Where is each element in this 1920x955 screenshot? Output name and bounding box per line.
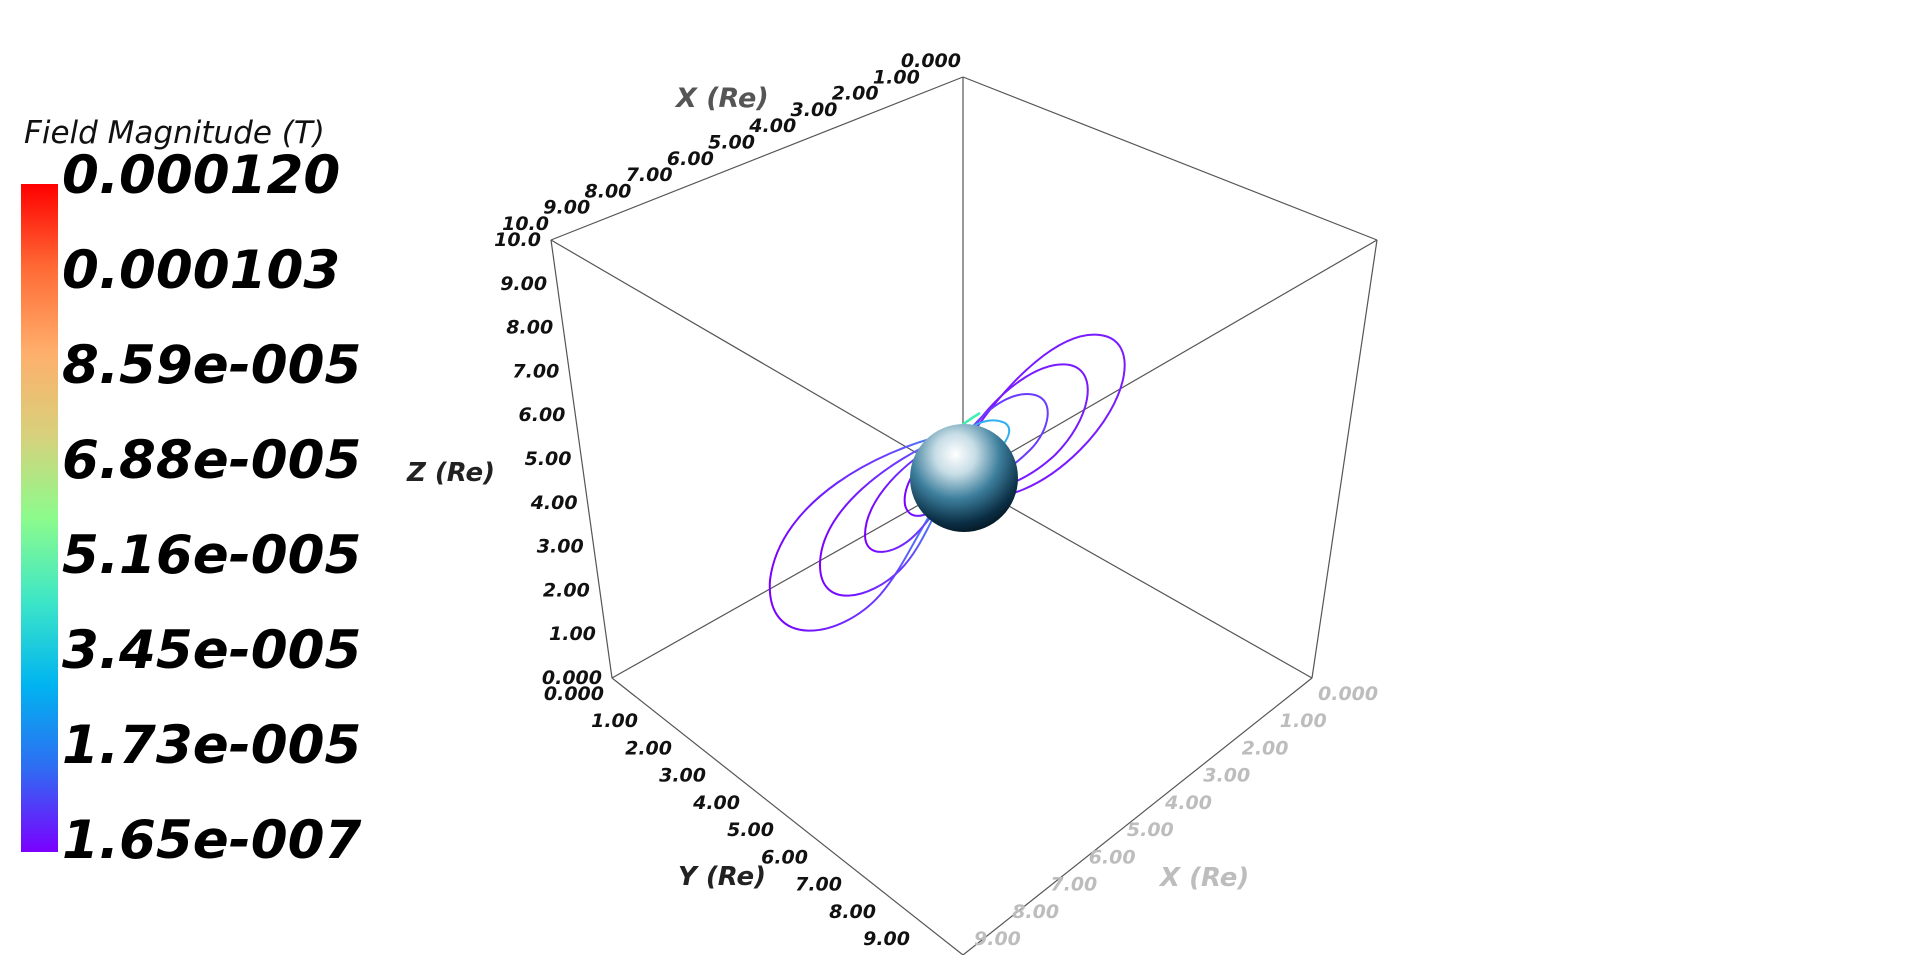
colorbar-label: 6.88e-005 <box>62 430 361 491</box>
y-axis-ticks: 0.000 1.00 2.00 3.00 4.00 5.00 6.00 7.00 8.00 9.0… <box>544 683 910 950</box>
tick-label: 1.00 <box>549 623 596 645</box>
colorbar-gradient <box>21 184 58 852</box>
earth-sphere <box>910 424 1018 532</box>
colorbar-label: 0.000103 <box>62 240 340 301</box>
tick-label: 6.00 <box>519 404 566 426</box>
tick-label: 6.00 <box>761 846 808 868</box>
tick-label: 5.00 <box>708 132 755 154</box>
tick-label: 6.00 <box>667 148 714 170</box>
tick-label: 0.000 <box>544 683 604 705</box>
field-line <box>818 436 961 597</box>
tick-label: 2.00 <box>543 579 590 601</box>
x-axis-back-title: X (Re) <box>674 83 769 114</box>
tick-label: 9.00 <box>863 928 910 950</box>
box-edge <box>550 76 964 241</box>
z-axis-title: Z (Re) <box>406 458 495 488</box>
tick-label: 10.0 <box>502 213 549 235</box>
colorbar-label: 5.16e-005 <box>62 525 361 586</box>
tick-label: 1.00 <box>591 710 638 732</box>
tick-label: 8.00 <box>829 901 876 923</box>
field-line <box>768 434 963 632</box>
tick-label: 1.00 <box>873 66 920 88</box>
bounding-box <box>550 76 1378 955</box>
tick-label: 7.00 <box>626 164 673 186</box>
tick-label: 1.00 <box>1280 710 1327 732</box>
field-line <box>971 363 1089 491</box>
tick-label: 9.00 <box>543 197 590 219</box>
z-axis-ticks: 0.000 1.00 2.00 3.00 4.00 5.00 6.00 7.00 8.00 9.0… <box>494 229 602 689</box>
tick-label: 2.00 <box>832 83 879 105</box>
box-edge <box>550 239 964 481</box>
tick-label: 3.00 <box>1203 765 1250 787</box>
box-edge <box>611 677 964 955</box>
tick-label: 4.00 <box>1164 792 1212 814</box>
x-axis-back-ticks: 0.0001.002.003.004.005.006.007.008.009.0… <box>502 50 961 235</box>
tick-label: 3.00 <box>659 765 706 787</box>
field-line <box>974 333 1126 498</box>
box-edge <box>962 239 1378 481</box>
tick-label: 0.000 <box>901 50 961 72</box>
colorbar-label: 0.000120 <box>62 145 340 206</box>
tick-label: 9.00 <box>500 273 547 295</box>
box-edge <box>550 239 613 679</box>
tick-label: 5.00 <box>525 448 572 470</box>
x-axis-front-title: X (Re) <box>1158 863 1249 893</box>
tick-label: 8.00 <box>1012 901 1059 923</box>
tick-label: 7.00 <box>795 874 842 896</box>
colorbar-label: 3.45e-005 <box>62 620 361 681</box>
tick-label: 5.00 <box>727 819 774 841</box>
tick-label: 7.00 <box>512 360 559 382</box>
tick-label: 6.00 <box>1089 846 1136 868</box>
box-edge <box>1311 239 1378 679</box>
colorbar-label: 1.73e-005 <box>62 715 361 776</box>
tick-label: 2.00 <box>1242 737 1289 759</box>
colorbar-label: 8.59e-005 <box>62 335 361 396</box>
tick-label: 8.00 <box>585 180 632 202</box>
tick-label: 0.000 <box>1318 683 1378 705</box>
tick-label: 9.00 <box>974 928 1021 950</box>
tick-label: 4.00 <box>530 492 578 514</box>
tick-label: 4.00 <box>748 115 796 137</box>
tick-label: 7.00 <box>1050 874 1097 896</box>
box-edge <box>962 479 1313 679</box>
box-edge <box>962 76 1378 241</box>
colorbar-labels: 0.000120 0.000103 8.59e-005 6.88e-005 5.16e-… <box>62 145 361 871</box>
tick-label: 3.00 <box>537 536 584 558</box>
tick-label: 0.000 <box>542 667 602 689</box>
colorbar-title: Field Magnitude (T) <box>24 115 325 151</box>
colorbar-label: 1.65e-007 <box>62 810 361 871</box>
box-edge <box>611 479 964 679</box>
y-axis-title: Y (Re) <box>678 862 766 892</box>
tick-label: 10.0 <box>494 229 541 251</box>
tick-label: 4.00 <box>692 792 740 814</box>
colorbar-legend: Field Magnitude (T) 0.000120 0.000103 8.59… <box>21 115 361 871</box>
tick-label: 3.00 <box>791 99 838 121</box>
box-edge <box>962 677 1313 955</box>
tick-label: 8.00 <box>506 317 553 339</box>
tick-label: 2.00 <box>625 737 672 759</box>
x-axis-front-ticks: 0.000 1.00 2.00 3.00 4.00 5.00 6.00 7.00 8.00 9.0… <box>974 683 1378 950</box>
tick-label: 5.00 <box>1127 819 1174 841</box>
